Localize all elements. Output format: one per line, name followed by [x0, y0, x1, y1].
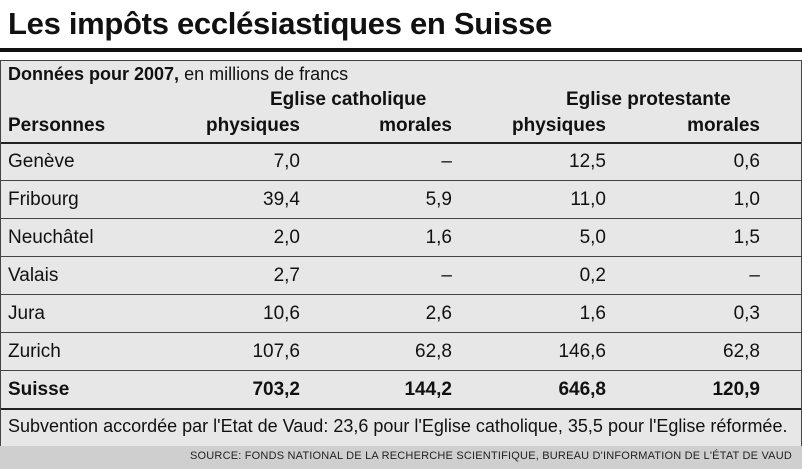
cell-prot-morales: 62,8	[723, 341, 760, 362]
row-divider	[0, 256, 802, 257]
cell-cath-morales: 62,8	[415, 341, 452, 362]
table-row: Fribourg 39,4 5,9 11,0 1,0	[0, 181, 802, 219]
row-divider	[0, 294, 802, 295]
cell-prot-morales: 0,6	[733, 151, 760, 172]
subtitle-bold: Données pour 2007,	[8, 64, 180, 84]
column-header-cath-physiques: physiques	[206, 115, 300, 136]
table-subtitle: Données pour 2007, en millions de francs	[8, 64, 348, 85]
group-header-protestante: Eglise protestante	[566, 89, 731, 110]
cell-cath-physiques: 39,4	[263, 189, 300, 210]
cell-prot-physiques: 11,0	[570, 189, 606, 210]
cell-row-label: Neuchâtel	[8, 227, 94, 248]
table-panel	[0, 60, 802, 458]
chart-title: Les impôts ecclésiastiques en Suisse	[8, 6, 553, 41]
cell-cath-morales: 5,9	[425, 189, 452, 210]
group-header-catholique: Eglise catholique	[270, 89, 427, 110]
column-header-cath-morales: morales	[379, 115, 452, 136]
cell-cath-morales: –	[441, 265, 452, 286]
column-header-prot-morales: morales	[687, 115, 760, 136]
cell-prot-physiques: 5,0	[579, 227, 606, 248]
cell-cath-physiques: 703,2	[252, 379, 300, 400]
cell-prot-morales: 1,0	[733, 189, 760, 210]
cell-cath-physiques: 107,6	[252, 341, 300, 362]
table-row: Neuchâtel 2,0 1,6 5,0 1,5	[0, 219, 802, 257]
cell-cath-morales: –	[441, 151, 452, 172]
row-divider	[0, 332, 802, 333]
cell-cath-physiques: 2,7	[273, 265, 300, 286]
cell-prot-physiques: 646,8	[558, 379, 606, 400]
row-divider	[0, 370, 802, 371]
row-divider	[0, 218, 802, 219]
cell-row-label: Fribourg	[8, 189, 79, 210]
source-band	[0, 446, 802, 469]
cell-cath-morales: 1,6	[425, 227, 452, 248]
cell-cath-morales: 144,2	[404, 379, 452, 400]
row-divider	[0, 408, 802, 410]
cell-prot-morales: 1,5	[733, 227, 760, 248]
cell-prot-morales: 0,3	[733, 303, 760, 324]
cell-row-label: Valais	[8, 265, 59, 286]
table-row-total: Suisse 703,2 144,2 646,8 120,9	[0, 371, 802, 409]
subtitle-rest: en millions de francs	[179, 64, 349, 84]
cell-cath-physiques: 2,0	[273, 227, 300, 248]
cell-prot-physiques: 146,6	[558, 341, 606, 362]
cell-row-label: Zurich	[8, 341, 61, 362]
column-header-prot-physiques: physiques	[512, 115, 606, 136]
table-row: Jura 10,6 2,6 1,6 0,3	[0, 295, 802, 333]
header-divider	[0, 142, 802, 144]
footnote: Subvention accordée par l'Etat de Vaud: …	[8, 416, 788, 436]
cell-cath-physiques: 10,6	[263, 303, 300, 324]
cell-row-label: Suisse	[8, 379, 70, 400]
table-row: Genève 7,0 – 12,5 0,6	[0, 143, 802, 181]
cell-row-label: Jura	[8, 303, 45, 324]
column-header-personnes: Personnes	[8, 115, 106, 136]
cell-cath-physiques: 7,0	[273, 151, 300, 172]
title-rule	[0, 48, 802, 52]
table-row: Zurich 107,6 62,8 146,6 62,8	[0, 333, 802, 371]
cell-prot-physiques: 12,5	[569, 151, 606, 172]
cell-prot-physiques: 1,6	[579, 303, 606, 324]
cell-prot-morales: 120,9	[712, 379, 760, 400]
row-divider	[0, 180, 802, 181]
cell-prot-morales: –	[749, 265, 760, 286]
cell-cath-morales: 2,6	[425, 303, 452, 324]
cell-prot-physiques: 0,2	[579, 265, 606, 286]
source-note: SOURCE: FONDS NATIONAL DE LA RECHERCHE S…	[189, 450, 792, 462]
table-row: Valais 2,7 – 0,2 –	[0, 257, 802, 295]
cell-row-label: Genève	[8, 151, 75, 172]
